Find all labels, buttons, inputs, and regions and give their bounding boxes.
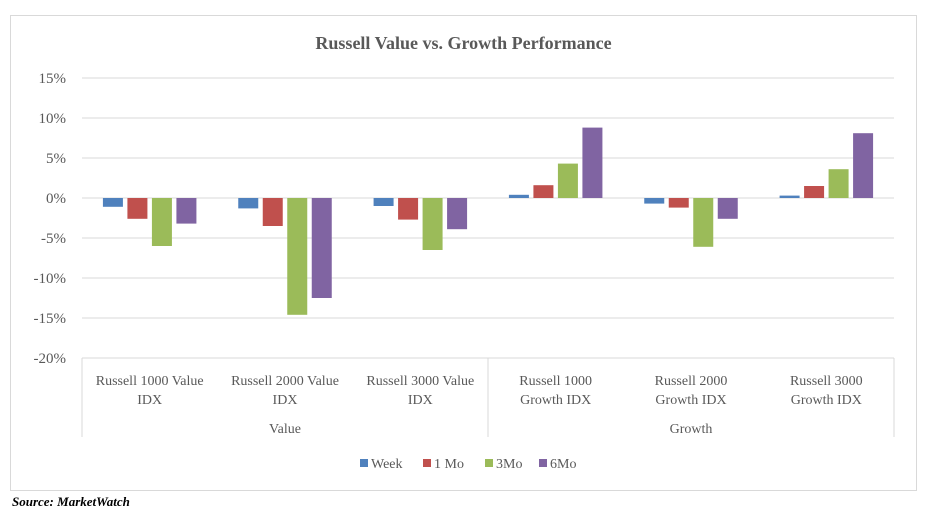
legend-swatch xyxy=(485,459,493,467)
legend-swatch xyxy=(539,459,547,467)
legend-label: 1 Mo xyxy=(434,457,464,472)
chart-title: Russell Value vs. Growth Performance xyxy=(315,33,612,53)
bar xyxy=(102,198,123,207)
category-label: IDX xyxy=(408,393,433,408)
chart-area xyxy=(10,15,917,491)
y-tick-label: -5% xyxy=(41,231,66,247)
bar xyxy=(373,198,394,206)
legend-swatch xyxy=(423,459,431,467)
y-tick-label: -10% xyxy=(34,271,67,287)
bar xyxy=(238,198,259,209)
bar xyxy=(779,195,800,198)
category-label: Russell 3000 xyxy=(790,374,863,389)
bar xyxy=(422,198,443,250)
bar xyxy=(668,198,689,208)
legend-label: 3Mo xyxy=(496,457,522,472)
category-label: Russell 1000 Value xyxy=(96,374,204,389)
group-label: Value xyxy=(269,422,301,437)
category-label: IDX xyxy=(137,393,162,408)
bar xyxy=(828,169,849,198)
source-note: Source: MarketWatch xyxy=(12,494,130,509)
category-label: Growth IDX xyxy=(655,393,726,408)
bar xyxy=(287,198,308,315)
category-label: Growth IDX xyxy=(791,393,862,408)
bar xyxy=(398,198,419,220)
category-label: IDX xyxy=(273,393,298,408)
bar xyxy=(447,198,468,230)
bar xyxy=(176,198,197,224)
bar xyxy=(644,198,665,204)
bar xyxy=(127,198,148,219)
bar xyxy=(717,198,738,219)
category-label: Growth IDX xyxy=(520,393,591,408)
bar xyxy=(311,198,332,298)
bar xyxy=(262,198,283,226)
legend-swatch xyxy=(360,459,368,467)
bar xyxy=(557,163,578,198)
y-tick-label: 0% xyxy=(46,191,66,207)
y-tick-label: -15% xyxy=(34,311,67,327)
bar xyxy=(804,186,825,198)
category-label: Russell 3000 Value xyxy=(366,374,474,389)
y-tick-label: -20% xyxy=(34,351,67,367)
group-label: Growth xyxy=(670,422,713,437)
y-tick-label: 15% xyxy=(39,71,67,87)
category-label: Russell 2000 xyxy=(655,374,728,389)
category-label: Russell 1000 xyxy=(519,374,592,389)
bar xyxy=(582,127,603,198)
legend-label: 6Mo xyxy=(550,457,576,472)
bar xyxy=(508,194,529,198)
bar xyxy=(533,185,554,198)
bar xyxy=(693,198,714,247)
y-tick-label: 10% xyxy=(39,111,67,127)
category-label: Russell 2000 Value xyxy=(231,374,339,389)
bar xyxy=(151,198,172,246)
bar xyxy=(853,133,874,198)
y-tick-label: 5% xyxy=(46,151,66,167)
legend-label: Week xyxy=(371,457,403,472)
